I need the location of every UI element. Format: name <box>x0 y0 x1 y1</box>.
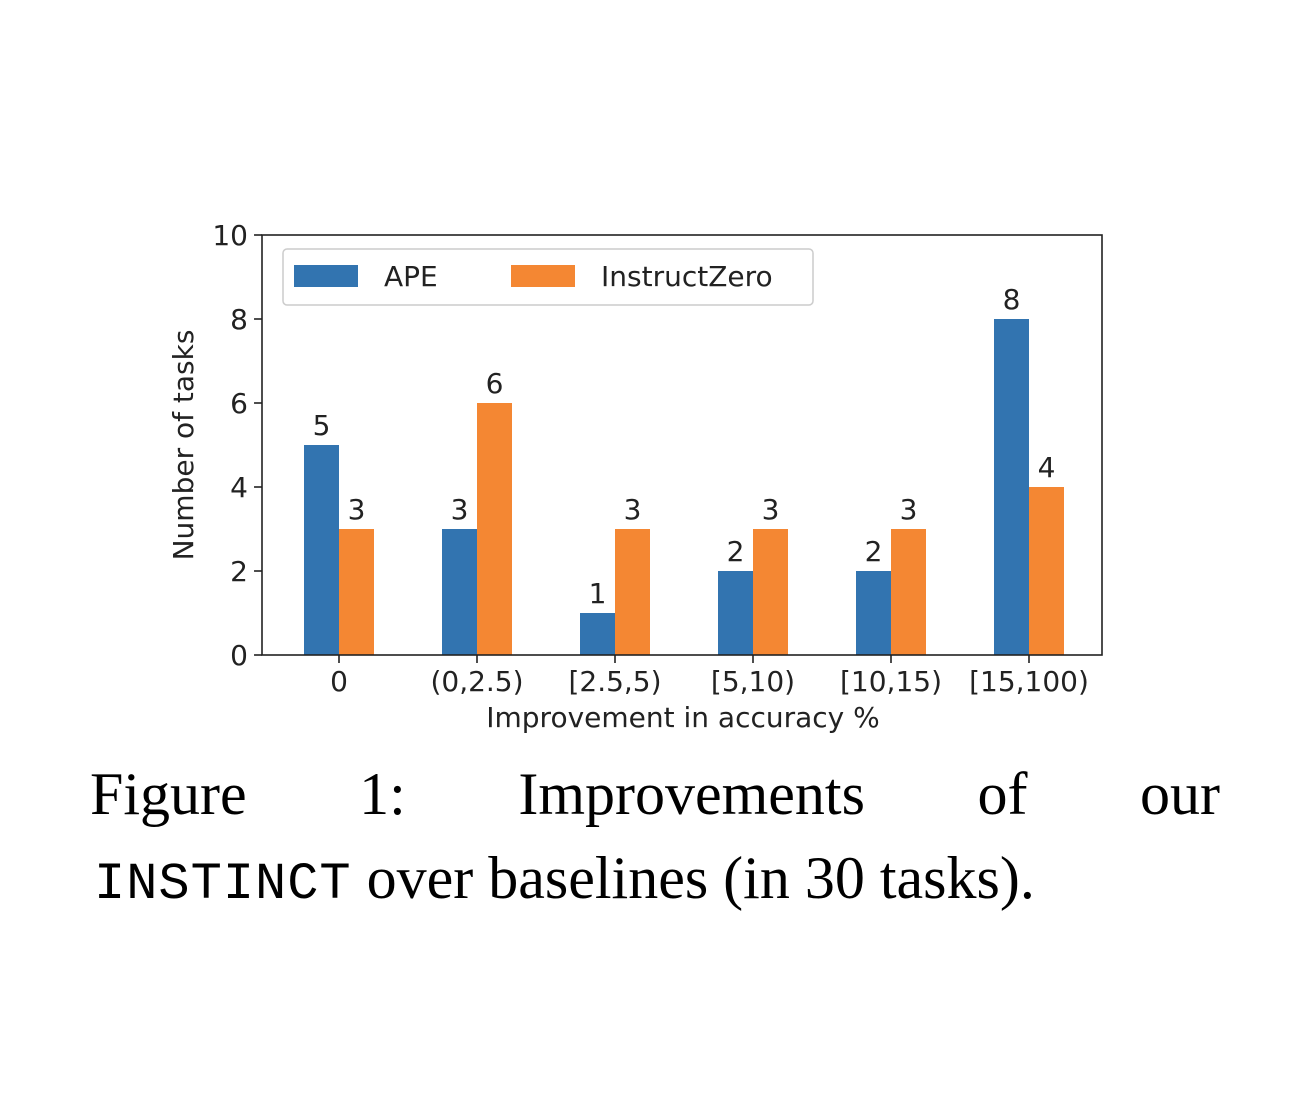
data-label-instructzero: 3 <box>348 493 366 526</box>
data-label-instructzero: 3 <box>762 493 780 526</box>
bar-ape-2-5-5 <box>580 613 615 655</box>
x-tick-label: (0,2.5) <box>430 665 523 698</box>
bar-instructzero-2-5-5 <box>615 529 650 655</box>
x-tick-label: 0 <box>330 665 348 698</box>
caption-word: Improvements <box>518 761 865 827</box>
x-tick-label: [15,100) <box>969 665 1089 698</box>
caption-word: Figure <box>90 761 247 827</box>
data-label-instructzero: 6 <box>486 367 504 400</box>
y-tick-label: 2 <box>230 555 248 588</box>
bar-ape-0 <box>304 445 339 655</box>
bar-ape-15-100 <box>994 319 1029 655</box>
legend-label-instructzero: InstructZero <box>601 260 773 293</box>
x-axis-ticks: 0 (0,2.5) [2.5,5) [5,10) [10,15) [15,100) <box>330 655 1089 698</box>
y-axis-ticks: 0 2 4 6 8 10 <box>212 219 262 672</box>
bar-instructzero-10-15 <box>891 529 926 655</box>
x-tick-label: [2.5,5) <box>568 665 661 698</box>
legend-label-ape: APE <box>384 260 438 293</box>
bar-instructzero-15-100 <box>1029 487 1064 655</box>
caption-line-2: INSTINCT over baselines (in 30 tasks). <box>94 836 1220 927</box>
data-label-ape: 3 <box>451 493 469 526</box>
legend-swatch-instructzero <box>511 265 575 287</box>
data-label-instructzero: 3 <box>624 493 642 526</box>
y-axis-label: Number of tasks <box>167 330 200 561</box>
y-tick-label: 4 <box>230 471 248 504</box>
y-tick-label: 6 <box>230 387 248 420</box>
x-tick-label: [10,15) <box>840 665 942 698</box>
bar-instructzero-5-10 <box>753 529 788 655</box>
caption-line-1: Figure 1: Improvements of our <box>90 752 1220 836</box>
data-label-ape: 8 <box>1003 283 1021 316</box>
data-label-ape: 1 <box>589 577 607 610</box>
method-name: INSTINCT <box>94 855 352 914</box>
caption-word: 1: <box>359 761 406 827</box>
caption-text: over baselines (in 30 tasks). <box>351 845 1035 911</box>
data-label-ape: 5 <box>313 409 331 442</box>
x-axis-label: Improvement in accuracy % <box>486 701 880 734</box>
x-tick-label: [5,10) <box>711 665 795 698</box>
bar-instructzero-0-2-5 <box>477 403 512 655</box>
bar-ape-0-2-5 <box>442 529 477 655</box>
bar-ape-5-10 <box>718 571 753 655</box>
legend: APE InstructZero <box>282 248 814 306</box>
figure-caption: Figure 1: Improvements of our INSTINCT o… <box>90 752 1220 927</box>
bar-instructzero-0 <box>339 529 374 655</box>
y-tick-label: 8 <box>230 303 248 336</box>
caption-word: our <box>1139 761 1220 827</box>
data-label-instructzero: 4 <box>1038 451 1056 484</box>
caption-word: of <box>977 761 1028 827</box>
data-label-instructzero: 3 <box>900 493 918 526</box>
plot-frame <box>261 234 1103 656</box>
data-label-ape: 2 <box>727 535 745 568</box>
bar-ape-10-15 <box>856 571 891 655</box>
y-tick-label: 10 <box>212 219 248 252</box>
data-label-ape: 2 <box>865 535 883 568</box>
legend-swatch-ape <box>294 265 358 287</box>
y-tick-label: 0 <box>230 639 248 672</box>
